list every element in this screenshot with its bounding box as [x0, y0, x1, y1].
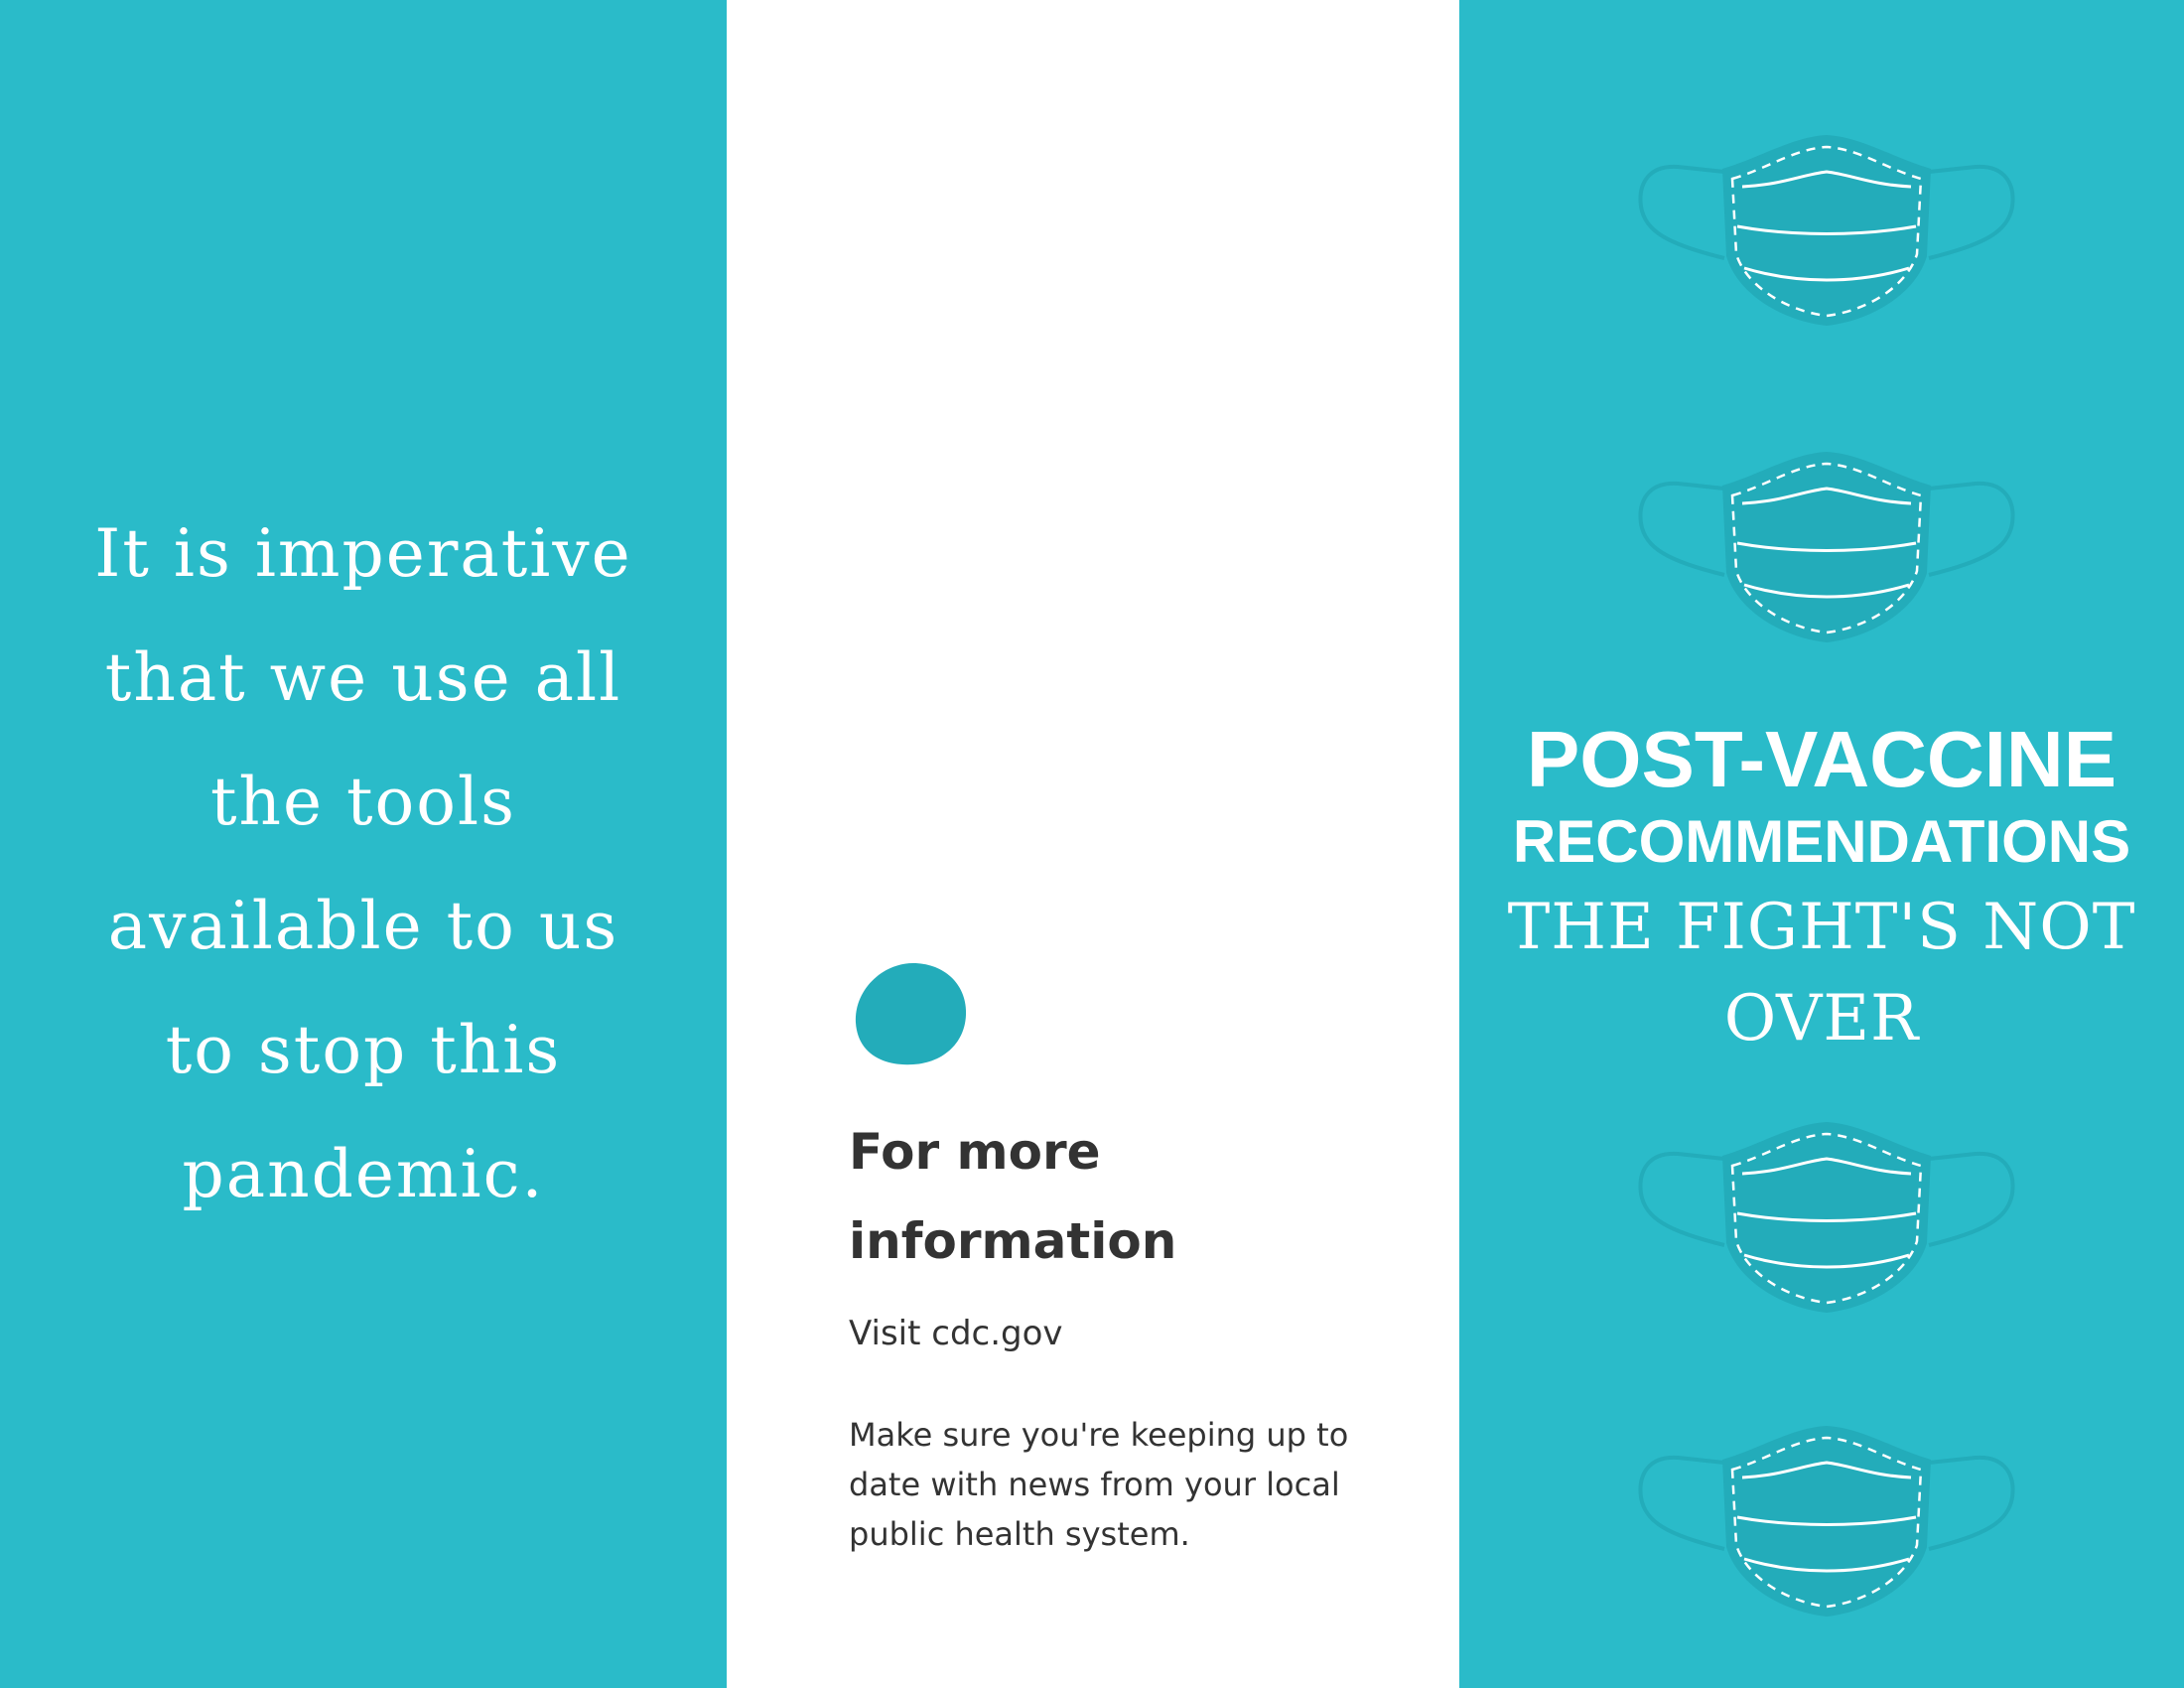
quote-line: that we use all [104, 639, 622, 716]
quote-line: available to us [107, 888, 619, 964]
quote-line: pandemic. [182, 1136, 545, 1212]
page-subtitle: RECOMMENDATIONS [1512, 808, 2131, 875]
info-body-line: Make sure you're keeping up to [849, 1416, 1349, 1454]
left-panel [0, 0, 727, 1688]
face-mask-icon [1638, 1122, 2015, 1313]
tagline: THE FIGHT'S NOT OVER [1459, 882, 2184, 1064]
visit-link-text[interactable]: Visit cdc.gov [849, 1314, 1063, 1353]
info-heading-line: information [849, 1212, 1177, 1270]
teal-blob-shape [855, 963, 967, 1065]
face-mask-icon [1638, 452, 2015, 642]
page-title: POST-VACCINE [1526, 715, 2117, 803]
info-body-line: public health system. [849, 1515, 1190, 1553]
face-mask-icon [1638, 1426, 2015, 1617]
tagline-line: THE FIGHT'S NOT [1507, 891, 2136, 964]
middle-panel [727, 0, 1459, 1688]
face-mask-icon [1638, 135, 2015, 326]
quote-text: It is imperative that we use all the too… [40, 492, 687, 1236]
title-block: POST-VACCINE RECOMMENDATIONS THE FIGHT'S… [1459, 717, 2184, 1064]
info-heading-line: For more [849, 1123, 1101, 1181]
quote-line: to stop this [165, 1012, 562, 1088]
tagline-line: OVER [1723, 982, 1920, 1055]
info-body-line: date with news from your local [849, 1466, 1340, 1503]
quote-line: It is imperative [94, 515, 632, 592]
info-body: Make sure you're keeping up to date with… [849, 1410, 1400, 1559]
quote-line: the tools [209, 764, 517, 840]
info-heading: For more information [849, 1107, 1246, 1286]
